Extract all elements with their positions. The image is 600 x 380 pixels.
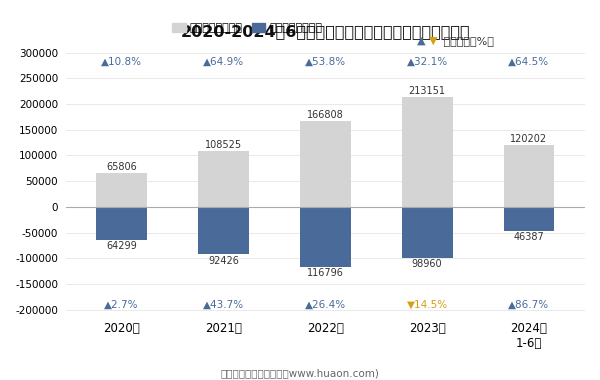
Text: 92426: 92426 bbox=[208, 256, 239, 266]
Text: ▲32.1%: ▲32.1% bbox=[407, 56, 448, 66]
Text: ▲: ▲ bbox=[417, 36, 425, 46]
Text: 108525: 108525 bbox=[205, 140, 242, 150]
Title: 2020-2024年6月泸州市商品收发货人所在地进、出口额: 2020-2024年6月泸州市商品收发货人所在地进、出口额 bbox=[181, 24, 470, 40]
Bar bbox=[198, 207, 249, 254]
Text: ▲2.7%: ▲2.7% bbox=[104, 299, 139, 310]
Bar bbox=[401, 97, 452, 207]
Text: ▲53.8%: ▲53.8% bbox=[305, 56, 346, 66]
Legend: 出口额（万美元）, 进口额（万美元）: 出口额（万美元）, 进口额（万美元） bbox=[168, 18, 327, 38]
Text: ▲43.7%: ▲43.7% bbox=[203, 299, 244, 310]
Text: 46387: 46387 bbox=[514, 232, 544, 242]
Text: 166808: 166808 bbox=[307, 110, 344, 120]
Text: ▼: ▼ bbox=[429, 36, 437, 46]
Text: ▲64.5%: ▲64.5% bbox=[508, 56, 550, 66]
Bar bbox=[503, 145, 554, 207]
Text: ▲10.8%: ▲10.8% bbox=[101, 56, 142, 66]
Bar bbox=[198, 151, 249, 207]
Bar bbox=[300, 121, 351, 207]
Bar bbox=[401, 207, 452, 258]
Text: 213151: 213151 bbox=[409, 86, 446, 96]
Bar bbox=[503, 207, 554, 231]
Text: 116796: 116796 bbox=[307, 268, 344, 278]
Text: ▲86.7%: ▲86.7% bbox=[508, 299, 550, 310]
Bar bbox=[96, 207, 147, 240]
Text: ▲26.4%: ▲26.4% bbox=[305, 299, 346, 310]
Text: 64299: 64299 bbox=[106, 241, 137, 251]
Text: 98960: 98960 bbox=[412, 259, 442, 269]
Text: ▲64.9%: ▲64.9% bbox=[203, 56, 244, 66]
Text: 120202: 120202 bbox=[511, 134, 548, 144]
Bar bbox=[96, 173, 147, 207]
Bar bbox=[300, 207, 351, 267]
Text: 同比增长（%）: 同比增长（%） bbox=[440, 36, 494, 46]
Text: 制图：华经产业研究院（www.huaon.com): 制图：华经产业研究院（www.huaon.com) bbox=[221, 368, 379, 378]
Text: 65806: 65806 bbox=[106, 162, 137, 172]
Text: ▼14.5%: ▼14.5% bbox=[407, 299, 448, 310]
